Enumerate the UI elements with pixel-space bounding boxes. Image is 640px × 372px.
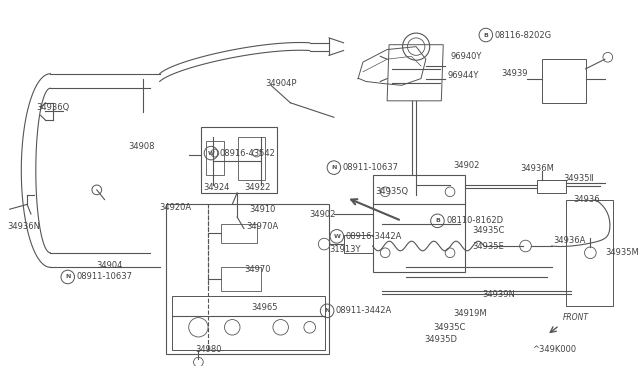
Bar — [221, 267, 261, 292]
Text: W: W — [333, 234, 340, 239]
Text: 34904: 34904 — [97, 261, 123, 270]
Text: 08916-3442A: 08916-3442A — [346, 232, 402, 241]
Text: 34935C: 34935C — [472, 226, 505, 235]
Text: N: N — [332, 165, 337, 170]
Text: 34936: 34936 — [573, 195, 600, 204]
Text: 34902: 34902 — [310, 209, 336, 219]
Text: 34936N: 34936N — [8, 222, 41, 231]
Circle shape — [211, 149, 219, 157]
Text: 34935M: 34935M — [605, 248, 639, 257]
Text: 34935D: 34935D — [424, 336, 457, 344]
Text: W: W — [207, 151, 214, 155]
Bar — [542, 59, 586, 103]
Bar — [566, 199, 612, 306]
Text: 08911-3442A: 08911-3442A — [336, 307, 392, 315]
Bar — [202, 127, 276, 193]
Text: 08916-43542: 08916-43542 — [220, 148, 276, 158]
Text: N: N — [65, 275, 70, 279]
Text: 34922: 34922 — [244, 183, 270, 192]
Text: 34935Ⅱ: 34935Ⅱ — [563, 174, 594, 183]
Bar — [537, 180, 566, 193]
Bar — [172, 296, 325, 350]
Bar — [344, 235, 372, 253]
Text: 34919M: 34919M — [453, 309, 486, 318]
Text: ^349K000: ^349K000 — [532, 345, 577, 354]
Text: 34902: 34902 — [453, 161, 479, 170]
Text: 34939: 34939 — [501, 69, 528, 78]
Bar — [221, 224, 257, 243]
Text: 34924: 34924 — [204, 183, 230, 192]
Text: 34970: 34970 — [244, 265, 270, 274]
Text: 08911-10637: 08911-10637 — [342, 163, 399, 172]
Circle shape — [253, 149, 260, 157]
Bar — [206, 141, 223, 175]
Text: 34904P: 34904P — [265, 79, 297, 88]
Text: 08116-8202G: 08116-8202G — [495, 31, 552, 39]
Text: FRONT: FRONT — [563, 313, 589, 322]
Text: 34970A: 34970A — [247, 222, 279, 231]
Text: 34935E: 34935E — [472, 241, 504, 250]
Text: 34936A: 34936A — [554, 236, 586, 245]
Text: 08911-10637: 08911-10637 — [76, 272, 132, 282]
Bar — [166, 204, 329, 355]
Text: 34965: 34965 — [252, 304, 278, 312]
Text: B: B — [483, 32, 488, 38]
Text: 96940Y: 96940Y — [450, 52, 481, 61]
Text: 34980: 34980 — [195, 345, 222, 354]
Text: N: N — [324, 308, 330, 313]
Text: 34908: 34908 — [129, 142, 156, 151]
Text: 34936M: 34936M — [521, 164, 554, 173]
Text: 08110-8162D: 08110-8162D — [446, 217, 503, 225]
Text: 34910: 34910 — [250, 205, 276, 214]
Text: 34920A: 34920A — [160, 203, 192, 212]
Bar — [372, 175, 465, 272]
Text: 34936Q: 34936Q — [36, 103, 69, 112]
Text: 34935C: 34935C — [433, 323, 466, 332]
Text: 34935Q: 34935Q — [376, 187, 408, 196]
Text: B: B — [435, 218, 440, 223]
Bar — [238, 137, 265, 180]
Text: 31913Y: 31913Y — [329, 246, 360, 254]
Text: 34939N: 34939N — [482, 290, 515, 299]
Text: 96944Y: 96944Y — [447, 71, 479, 80]
